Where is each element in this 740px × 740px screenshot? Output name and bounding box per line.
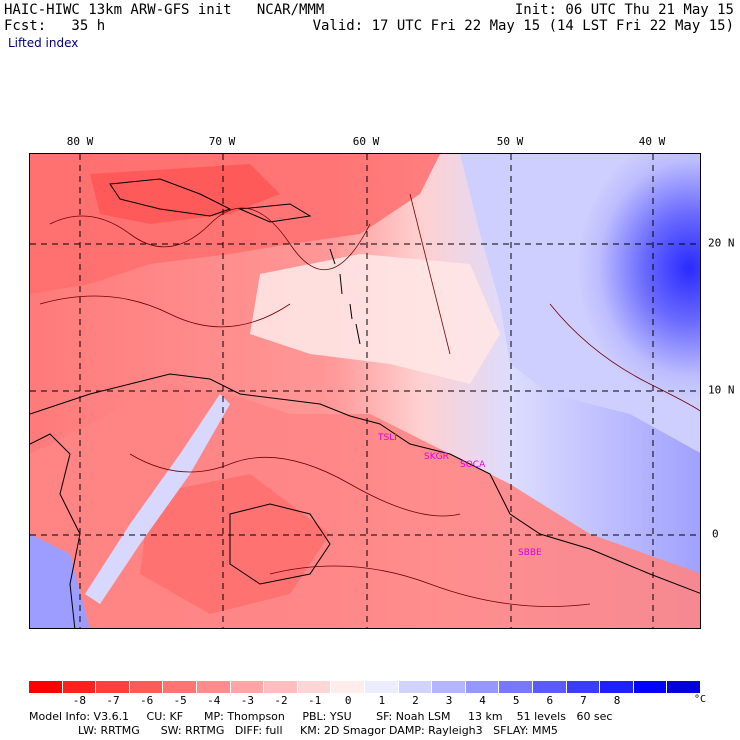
colorbar-tick-label: 4 (479, 694, 486, 707)
colorbar-tick-label: -4 (207, 694, 221, 707)
colorbar (29, 681, 701, 693)
lat-label: 20 N (708, 236, 735, 250)
site-label: SKGR (424, 452, 449, 462)
site-label: SOCA (460, 460, 486, 470)
colorbar-swatch (163, 681, 197, 693)
colorbar-swatch (364, 681, 399, 693)
colorbar-swatch (96, 681, 130, 693)
colorbar-tick-label: 6 (546, 694, 554, 707)
colorbar-unit: °C (694, 694, 707, 705)
lon-label: 60 W (352, 135, 380, 148)
lifted-index-field (30, 154, 700, 628)
colorbar-swatch (62, 681, 97, 693)
map-panel (29, 153, 701, 629)
model-info-line1: Model Info: V3.6.1 CU: KF MP: Thompson P… (29, 710, 613, 723)
colorbar-swatch (465, 681, 500, 693)
colorbar-tick-label: 5 (512, 694, 520, 707)
colorbar-tick-label: 2 (412, 694, 419, 707)
forecast-hour: Fcst: 35 h (4, 18, 106, 34)
colorbar-swatch (499, 681, 533, 693)
colorbar-tick-label: -6 (139, 694, 154, 707)
colorbar-swatch (600, 681, 634, 693)
colorbar-tick-label: 7 (580, 694, 587, 707)
colorbar-tick-label: -8 (72, 694, 87, 707)
colorbar-tick-label: -7 (106, 694, 120, 707)
colorbar-swatch (633, 681, 668, 693)
init-time: Init: 06 UTC Thu 21 May 15 (514, 2, 734, 18)
lon-label: 50 W (496, 135, 524, 148)
lat-label: 10 N (708, 383, 735, 397)
colorbar-tick-label: -2 (274, 694, 288, 707)
colorbar-tick-label: 1 (378, 694, 386, 707)
colorbar-swatch (230, 681, 265, 693)
colorbar-swatch (196, 681, 231, 693)
lon-label: 70 W (208, 135, 236, 148)
model-title: HAIC-HIWC 13km ARW-GFS init NCAR/MMM (4, 2, 325, 18)
colorbar-swatch (532, 681, 567, 693)
lon-label: 40 W (638, 135, 666, 148)
colorbar-tick-label: -3 (240, 694, 255, 707)
site-label: SBBE (518, 548, 542, 558)
colorbar-swatch (264, 681, 298, 693)
colorbar-tick-label: -5 (173, 694, 187, 707)
colorbar-swatch (566, 681, 601, 693)
colorbar-tick-label: 0 (344, 694, 352, 707)
colorbar-swatch (331, 681, 365, 693)
colorbar-tick-label: 3 (445, 694, 453, 707)
lat-label: 0 (712, 527, 719, 541)
colorbar-swatch (29, 681, 63, 693)
lon-label: 80 W (66, 135, 94, 148)
colorbar-swatch (398, 681, 433, 693)
valid-time: Valid: 17 UTC Fri 22 May 15 (14 LST Fri … (312, 18, 734, 34)
colorbar-swatch (297, 681, 332, 693)
field-name: Lifted index (8, 36, 79, 50)
model-info-line2: LW: RRTMG SW: RRTMG DIFF: full KM: 2D Sm… (29, 724, 558, 737)
site-label: TSLI (378, 433, 397, 443)
colorbar-tick-label: -1 (307, 694, 322, 707)
colorbar-swatch (432, 681, 466, 693)
colorbar-swatch (129, 681, 164, 693)
colorbar-swatch (667, 681, 701, 693)
colorbar-tick-label: 8 (613, 694, 621, 707)
